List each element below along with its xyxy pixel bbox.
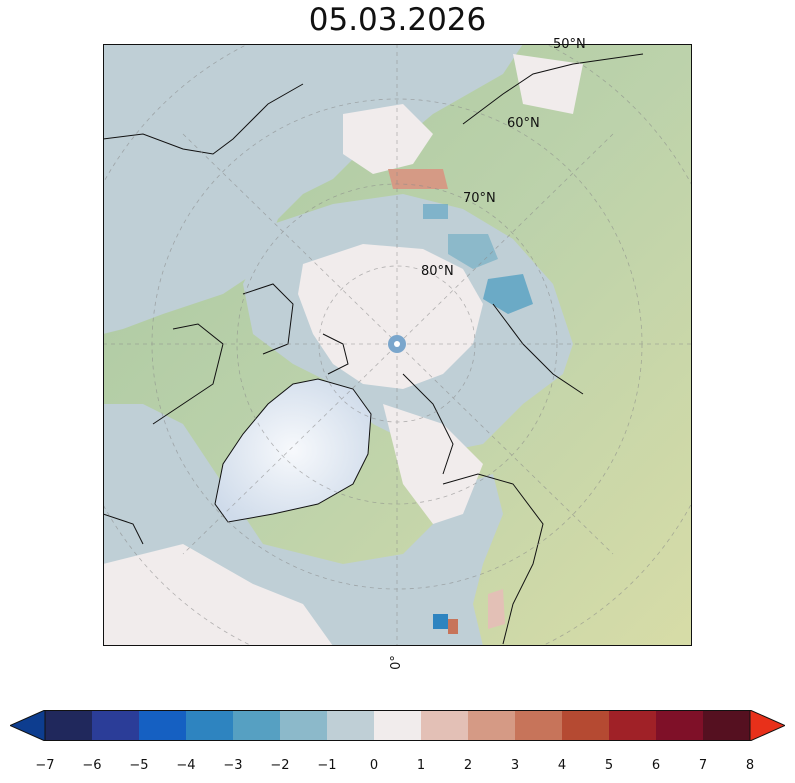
colorbar-tick-label: −3 [223, 758, 243, 773]
colorbar-segment [515, 710, 563, 741]
anomaly-patch-positive-1 [388, 169, 448, 189]
colorbar-tick-label: 1 [416, 758, 426, 773]
anomaly-patch-negative-2 [483, 274, 533, 314]
anomaly-region-near-zero-north [343, 104, 433, 174]
colorbar-over-arrow [749, 710, 785, 741]
colorbar-tick-label: 6 [651, 758, 661, 773]
anomaly-patch-negative-1 [448, 234, 498, 269]
colorbar-segment [186, 710, 234, 741]
colorbar-tick-label: 7 [698, 758, 708, 773]
colorbar-segment [468, 710, 516, 741]
map-title: 05.03.2026 [308, 2, 487, 38]
anomaly-region-near-zero-central [298, 244, 483, 389]
colorbar-segment [656, 710, 704, 741]
colorbar-segment [233, 710, 281, 741]
colorbar-under-arrow [10, 710, 46, 741]
colorbar [10, 710, 785, 741]
coastlines [103, 53, 644, 645]
colorbar-segment [280, 710, 328, 741]
colorbar-tick-label: 5 [604, 758, 614, 773]
map-frame [103, 44, 692, 646]
colorbar-tick-label: −7 [35, 758, 55, 773]
anomaly-patch-negative-3 [423, 204, 448, 219]
colorbar-segment [139, 710, 187, 741]
colorbar-tick-label: −1 [317, 758, 337, 773]
colorbar-frame [44, 710, 751, 741]
anomaly-patch-positive-3 [448, 619, 458, 634]
anomaly-region-slight-negative [103, 44, 523, 334]
colorbar-segment [703, 710, 751, 741]
colorbar-tick-label: −2 [270, 758, 290, 773]
lat-label-80: 80°N [421, 264, 454, 279]
colorbar-tick-label: −4 [176, 758, 196, 773]
anomaly-region-near-zero-atlantic [103, 544, 333, 646]
anomaly-region-near-zero-eurasia [383, 404, 483, 524]
anomaly-patch-negative-4 [433, 614, 448, 629]
colorbar-tick-label: 2 [463, 758, 473, 773]
lon-label-0: 0° [388, 655, 404, 670]
polar-map[interactable] [103, 44, 692, 646]
map-canvas [103, 44, 692, 646]
graticule [103, 44, 692, 646]
colorbar-segment [609, 710, 657, 741]
colorbar-tick-label: 3 [510, 758, 520, 773]
anomaly-region-near-zero-northeast [513, 54, 583, 114]
colorbar-tick-label: 0 [369, 758, 379, 773]
colorbar-tick-label: −6 [82, 758, 102, 773]
colorbar-tick-label: 8 [745, 758, 755, 773]
colorbar-segment [45, 710, 93, 741]
lat-label-60: 60°N [507, 116, 540, 131]
colorbar-tick-label: −5 [129, 758, 149, 773]
anomaly-patch-positive-2 [488, 589, 505, 629]
lat-label-50: 50°N [553, 37, 586, 52]
colorbar-tick-label: 4 [557, 758, 567, 773]
lat-label-70: 70°N [463, 191, 496, 206]
colorbar-segment [421, 710, 469, 741]
colorbar-segment [327, 710, 375, 741]
colorbar-segment [562, 710, 610, 741]
colorbar-segment [374, 710, 422, 741]
north-pole-center [394, 341, 400, 347]
greenland-ice-sheet [214, 378, 372, 523]
colorbar-segment [92, 710, 140, 741]
